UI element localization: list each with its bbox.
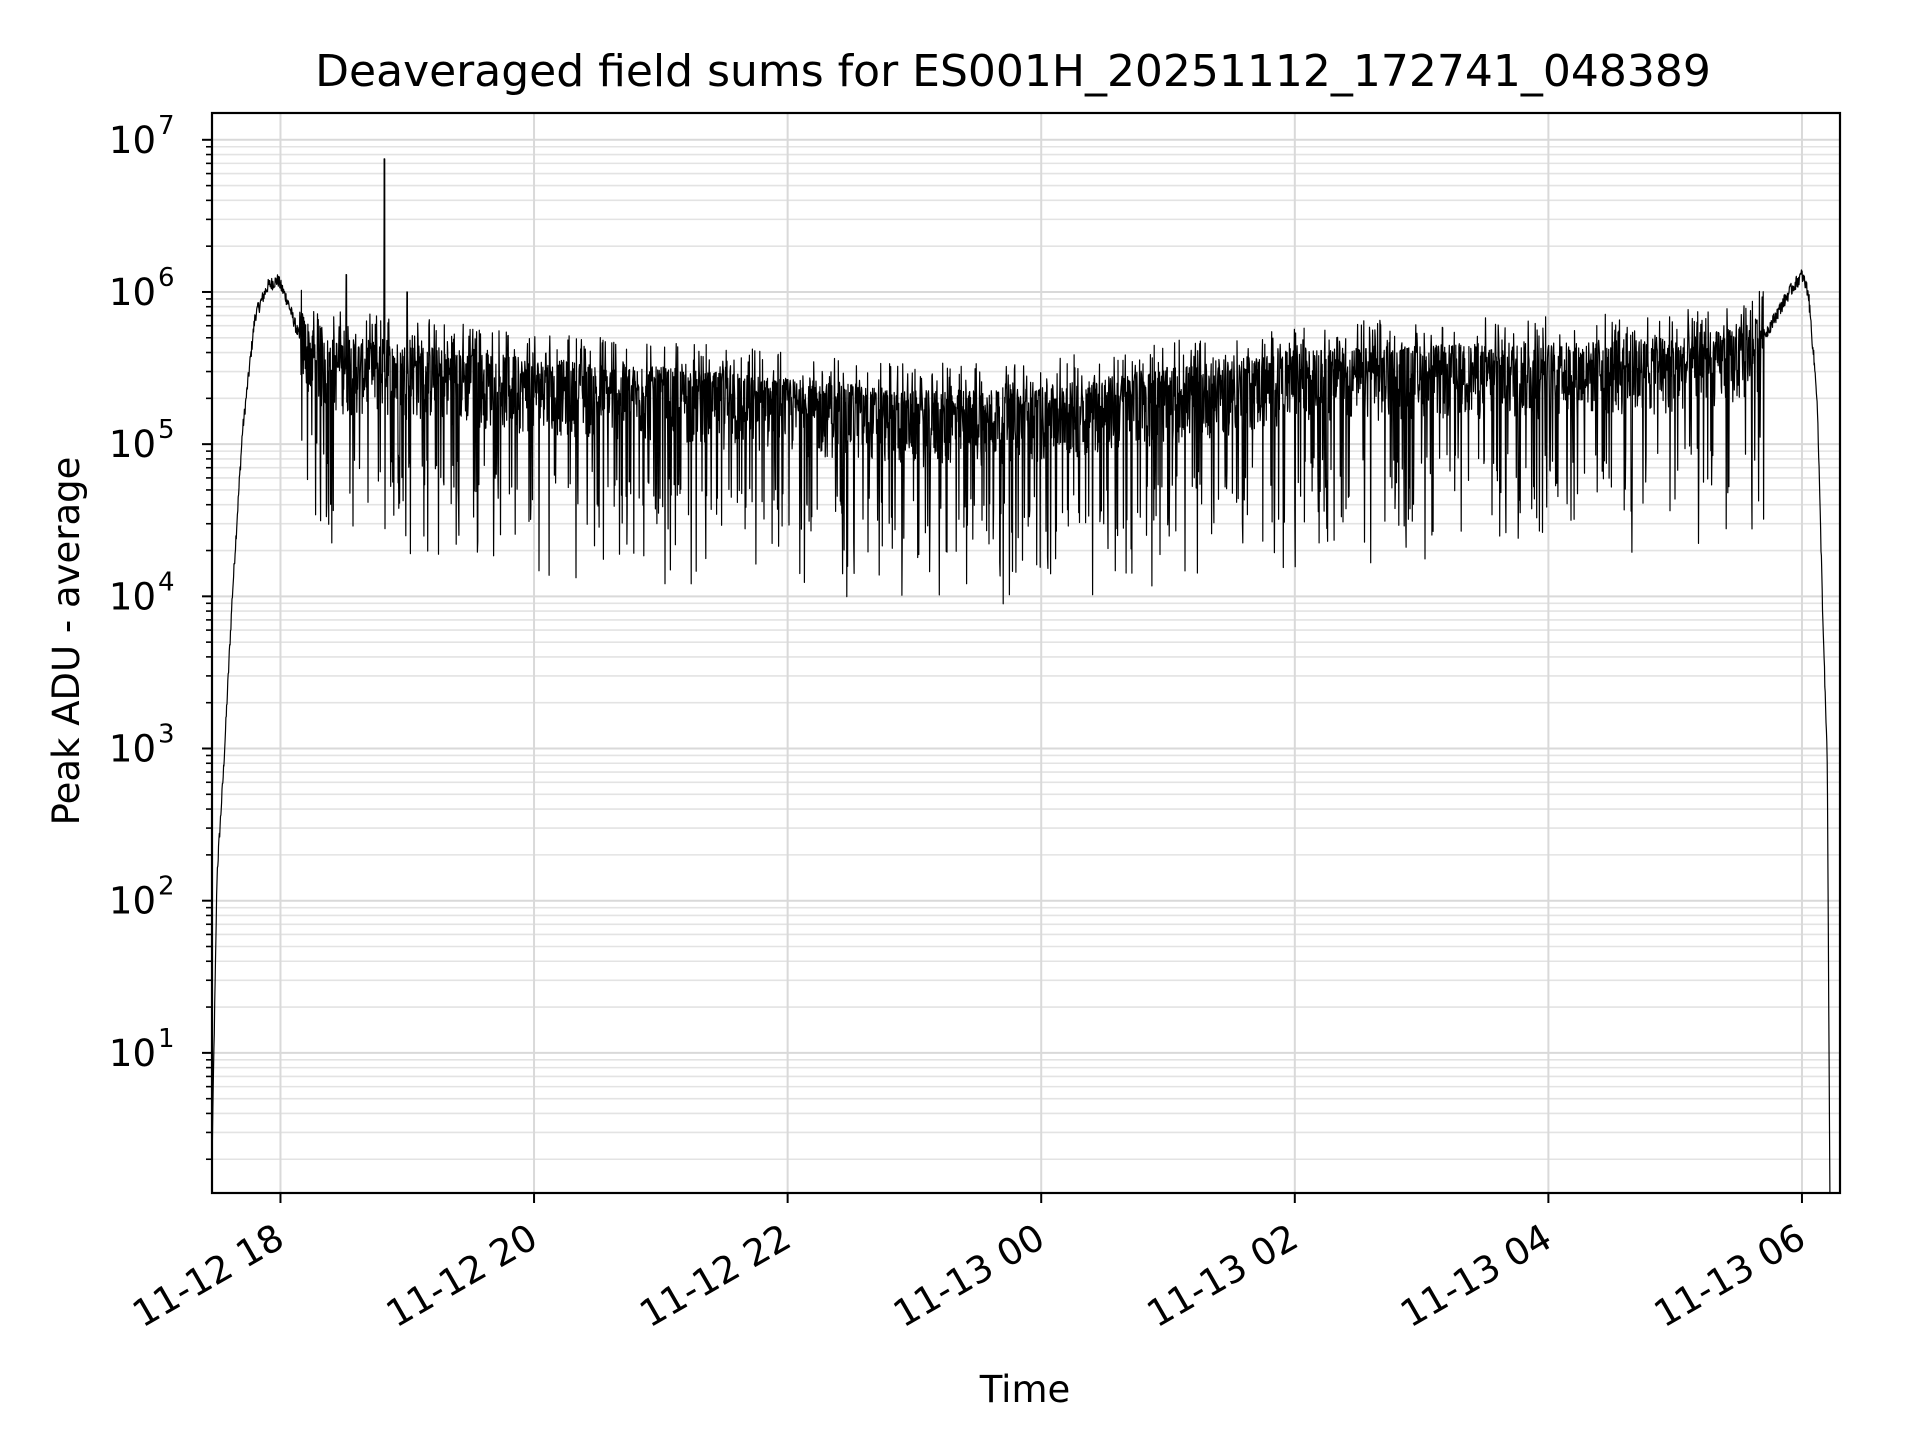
y-tick-exponent: 6: [158, 263, 175, 293]
y-tick-exponent: 3: [158, 720, 175, 750]
y-tick-label: 10: [109, 119, 156, 162]
series-line: [211, 158, 1831, 1194]
y-tick-exponent: 5: [158, 415, 175, 445]
y-tick-label: 10: [109, 271, 156, 314]
chart-title: Deaveraged field sums for ES001H_2025111…: [315, 46, 1711, 97]
y-tick-exponent: 7: [158, 111, 175, 141]
y-tick-label: 10: [109, 423, 156, 466]
y-tick-exponent: 4: [158, 567, 175, 597]
grid: [212, 113, 1840, 1193]
x-axis-label: Time: [979, 1368, 1071, 1411]
plot-frame: [210, 111, 1842, 1195]
y-tick-exponent: 1: [158, 1024, 175, 1054]
series-group: [211, 158, 1831, 1194]
y-tick-label: 10: [109, 880, 156, 923]
y-axis-label: Peak ADU - average: [45, 457, 88, 826]
y-tick-label: 10: [109, 728, 156, 771]
y-tick-exponent: 2: [158, 872, 175, 902]
y-tick-label: 10: [109, 1032, 156, 1075]
y-tick-label: 10: [109, 575, 156, 618]
